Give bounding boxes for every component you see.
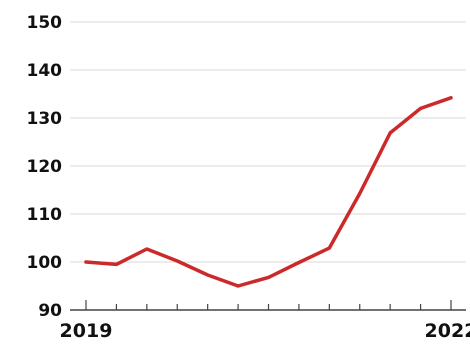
y-tick-label: 120 bbox=[27, 157, 63, 177]
data-point bbox=[358, 191, 362, 195]
data-point bbox=[449, 96, 453, 100]
data-point bbox=[175, 259, 179, 263]
x-axis bbox=[70, 300, 466, 311]
y-axis-tick-labels: 90 100 110 120 130 140 150 bbox=[27, 13, 63, 321]
y-tick-label: 150 bbox=[27, 13, 63, 33]
data-point bbox=[236, 284, 240, 288]
x-axis-tick-labels: 2019 2022 bbox=[60, 320, 470, 342]
y-tick-label: 140 bbox=[27, 61, 63, 81]
y-tick-label: 100 bbox=[27, 253, 63, 273]
y-tick-label: 90 bbox=[38, 301, 62, 321]
series-line bbox=[84, 96, 453, 288]
data-point bbox=[297, 260, 301, 265]
data-point bbox=[418, 106, 423, 110]
data-point bbox=[266, 275, 271, 279]
data-point bbox=[388, 131, 392, 135]
data-point bbox=[206, 273, 210, 277]
y-tick-label: 110 bbox=[27, 205, 63, 225]
series-layer bbox=[84, 96, 453, 288]
data-point bbox=[145, 247, 149, 251]
y-tick-label: 130 bbox=[27, 109, 63, 129]
data-point bbox=[327, 246, 331, 250]
data-point bbox=[84, 260, 88, 264]
x-tick-label: 2022 bbox=[425, 320, 470, 342]
x-tick-label: 2019 bbox=[60, 320, 113, 342]
grid-lines bbox=[70, 21, 466, 263]
data-point bbox=[114, 262, 119, 266]
